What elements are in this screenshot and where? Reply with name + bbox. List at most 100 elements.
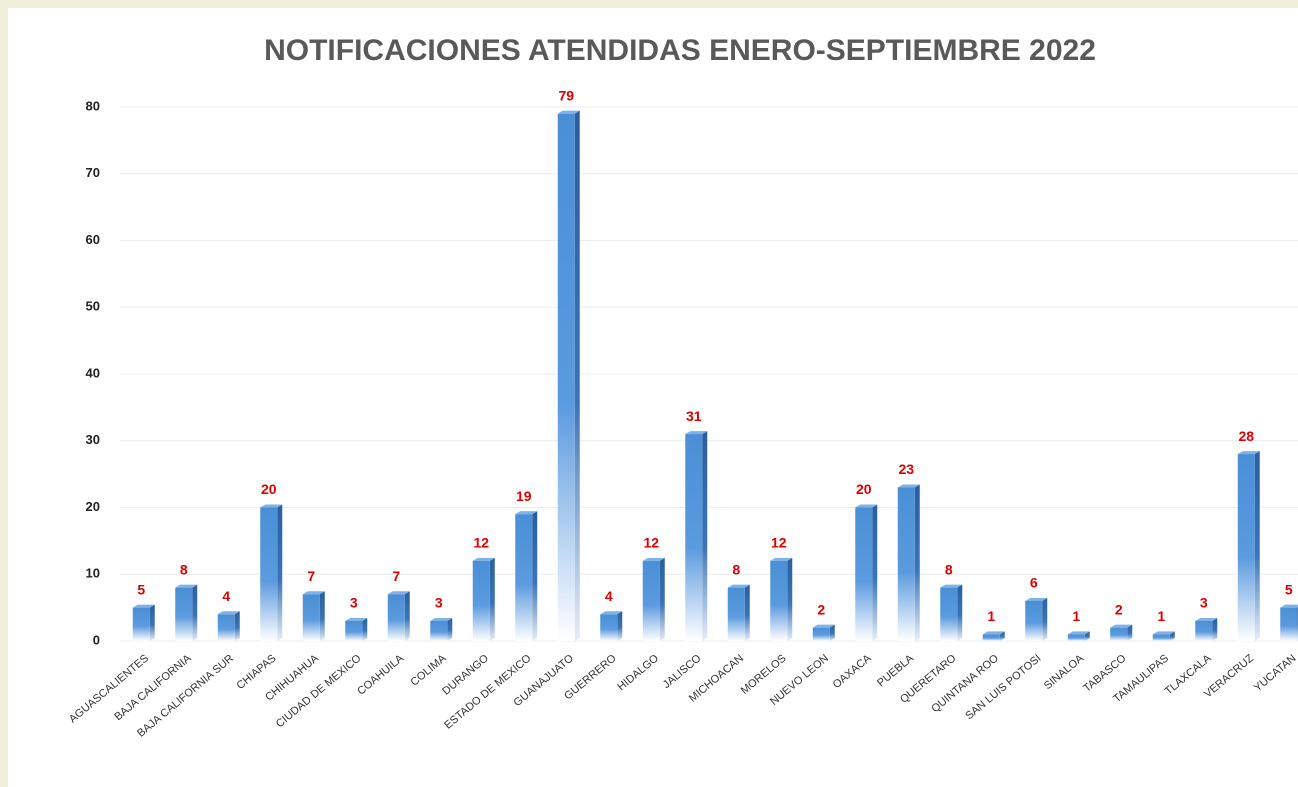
bar-front xyxy=(642,560,660,641)
bar-front xyxy=(812,627,830,641)
bar-side xyxy=(829,624,835,641)
bar-side xyxy=(489,557,495,641)
data-label: 19 xyxy=(516,488,532,504)
data-label: 1 xyxy=(987,608,995,624)
bar-top xyxy=(387,591,410,595)
bar-front xyxy=(515,514,533,641)
bar-top xyxy=(515,511,538,515)
bar-side xyxy=(702,431,708,641)
bar-top xyxy=(175,584,198,588)
data-label: 4 xyxy=(222,588,230,604)
data-label: 3 xyxy=(1200,595,1208,611)
bar xyxy=(1152,631,1175,641)
bar-side xyxy=(277,504,283,641)
bar xyxy=(1237,451,1260,641)
bar-front xyxy=(302,594,320,641)
data-label: 3 xyxy=(435,595,443,611)
bar-front xyxy=(1067,634,1085,641)
bar xyxy=(345,617,368,641)
bar-front xyxy=(727,587,745,641)
chart-title: NOTIFICACIONES ATENDIDAS ENERO-SEPTIEMBR… xyxy=(264,34,1096,67)
bar-side xyxy=(659,557,665,641)
data-label: 6 xyxy=(1030,575,1038,591)
chart-panel xyxy=(8,8,1298,787)
bar xyxy=(557,110,580,642)
bar-top xyxy=(1067,631,1090,635)
bar-top xyxy=(1110,624,1133,628)
y-tick-label: 70 xyxy=(86,165,100,180)
bar-top xyxy=(642,557,665,561)
bar-top xyxy=(472,557,495,561)
bar xyxy=(260,504,283,641)
bar xyxy=(175,584,198,641)
bar-side xyxy=(447,617,453,641)
bar xyxy=(685,431,708,641)
bar-side xyxy=(234,611,240,641)
y-tick-label: 60 xyxy=(86,232,100,247)
bar xyxy=(812,624,835,641)
bar-top xyxy=(600,611,623,615)
bar-top xyxy=(897,484,920,488)
bar-front xyxy=(557,113,575,642)
bar-side xyxy=(192,584,198,641)
data-label: 12 xyxy=(643,535,659,551)
data-label: 2 xyxy=(817,601,825,617)
bar-top xyxy=(1237,451,1260,455)
bar-top xyxy=(1195,617,1218,621)
bar-front xyxy=(1110,627,1128,641)
bar-front xyxy=(1237,454,1255,641)
data-label: 1 xyxy=(1072,608,1080,624)
y-tick-label: 40 xyxy=(86,365,100,380)
bar-front xyxy=(940,587,958,641)
data-label: 2 xyxy=(1115,601,1123,617)
bar-side xyxy=(574,110,580,642)
bar-front xyxy=(982,634,1000,641)
y-tick-label: 80 xyxy=(86,98,100,113)
bar-side xyxy=(872,504,878,641)
bar-side xyxy=(914,484,920,641)
bar-side xyxy=(787,557,793,641)
y-tick-label: 10 xyxy=(86,566,100,581)
bar xyxy=(727,584,750,641)
bar-front xyxy=(1280,607,1298,641)
bar-top xyxy=(1152,631,1175,635)
bar-front xyxy=(685,434,703,641)
data-label: 12 xyxy=(771,535,787,551)
bar xyxy=(515,511,538,641)
bar-top xyxy=(260,504,283,508)
bar-top xyxy=(940,584,963,588)
y-tick-label: 50 xyxy=(86,299,100,314)
bar-side xyxy=(1169,631,1175,641)
bar-front xyxy=(1152,634,1170,641)
bar-front xyxy=(855,507,873,641)
bar-top xyxy=(345,617,368,621)
bar xyxy=(217,611,240,641)
data-label: 79 xyxy=(558,87,574,103)
bar xyxy=(1025,597,1048,641)
bar-top xyxy=(217,611,240,615)
bar xyxy=(1195,617,1218,641)
y-tick-label: 30 xyxy=(86,432,100,447)
bar-side xyxy=(532,511,538,641)
bar xyxy=(302,591,325,641)
bar-side xyxy=(999,631,1005,641)
bar-side xyxy=(1042,597,1048,641)
bar-side xyxy=(362,617,368,641)
data-label: 7 xyxy=(307,568,315,584)
bar-front xyxy=(132,607,150,641)
bar-top xyxy=(770,557,793,561)
bar-side xyxy=(404,591,410,641)
bar-side xyxy=(744,584,750,641)
bar xyxy=(387,591,410,641)
bar-top xyxy=(1025,597,1048,601)
data-label: 5 xyxy=(1285,581,1293,597)
bar xyxy=(1280,604,1298,641)
bar xyxy=(600,611,623,641)
data-label: 5 xyxy=(137,581,145,597)
y-tick-label: 20 xyxy=(86,499,100,514)
bar-front xyxy=(897,487,915,641)
bar xyxy=(855,504,878,641)
bar-side xyxy=(617,611,623,641)
data-label: 7 xyxy=(392,568,400,584)
